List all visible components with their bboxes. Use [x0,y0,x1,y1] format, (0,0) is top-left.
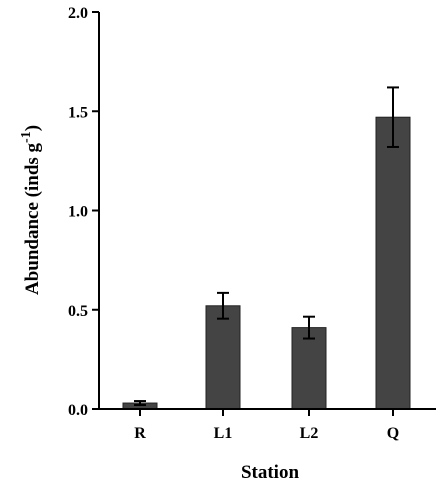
y-axis-title-superscript: -1 [19,131,34,143]
x-tick-label: L1 [214,425,233,442]
bars [122,116,411,410]
y-tick-label: 2.0 [68,5,88,22]
bar-l2 [291,327,327,410]
x-axis-title: Station [241,462,300,483]
x-axis-ticks: R L1 L2 Q [134,409,399,442]
y-axis-title-suffix: ) [22,125,43,131]
y-tick-label: 0.5 [68,303,88,320]
x-tick-label: L2 [300,425,319,442]
y-axis-title-main: Abundance (inds g [22,142,43,295]
error-bars [134,86,399,407]
x-tick-label: R [134,425,146,442]
y-tick-label: 1.5 [68,104,88,121]
bar-q [375,116,411,410]
x-tick-label: Q [387,425,399,442]
bar-l1 [205,305,241,410]
y-axis-title: Abundance (inds g-1) [19,125,43,295]
y-axis-ticks: 0.0 0.5 1.0 1.5 2.0 [68,5,99,419]
y-tick-label: 0.0 [68,402,88,419]
y-tick-label: 1.0 [68,204,88,221]
